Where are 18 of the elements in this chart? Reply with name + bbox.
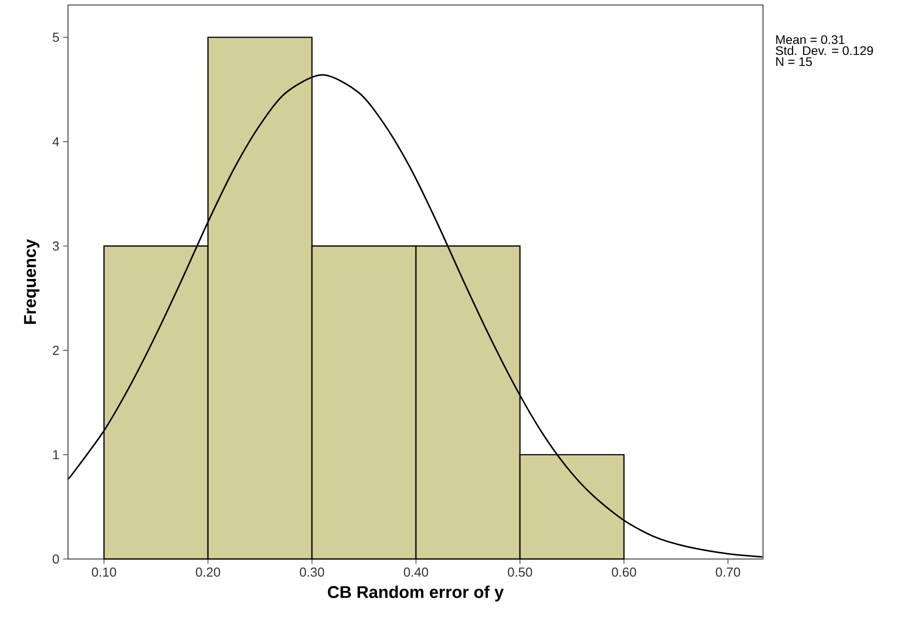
y-tick-label: 0 [52, 554, 59, 564]
x-tick-label: 0.20 [196, 568, 220, 577]
text: Mean = 0.31 [776, 35, 844, 44]
x-tick-label: 0.50 [508, 568, 532, 577]
y-tick-label: 5 [52, 32, 59, 42]
y-tick-label: 2 [52, 346, 59, 355]
x-tick-label: 0.30 [300, 568, 324, 577]
y-axis-title: Frequency [24, 239, 40, 324]
x-tick-label: 0.60 [612, 568, 636, 577]
x-axis-title: CB Random error of y [328, 586, 504, 602]
text: Std. Dev. = 0.129 [776, 46, 873, 56]
y-tick-label: 4 [52, 137, 60, 146]
x-tick-label: 0.10 [92, 568, 116, 577]
x-tick-label: 0.70 [716, 568, 740, 577]
y-tick-label: 3 [52, 241, 59, 251]
x-tick-label: 0.40 [404, 568, 428, 577]
text: N = 15 [776, 57, 812, 66]
y-tick-label: 1 [53, 450, 59, 460]
